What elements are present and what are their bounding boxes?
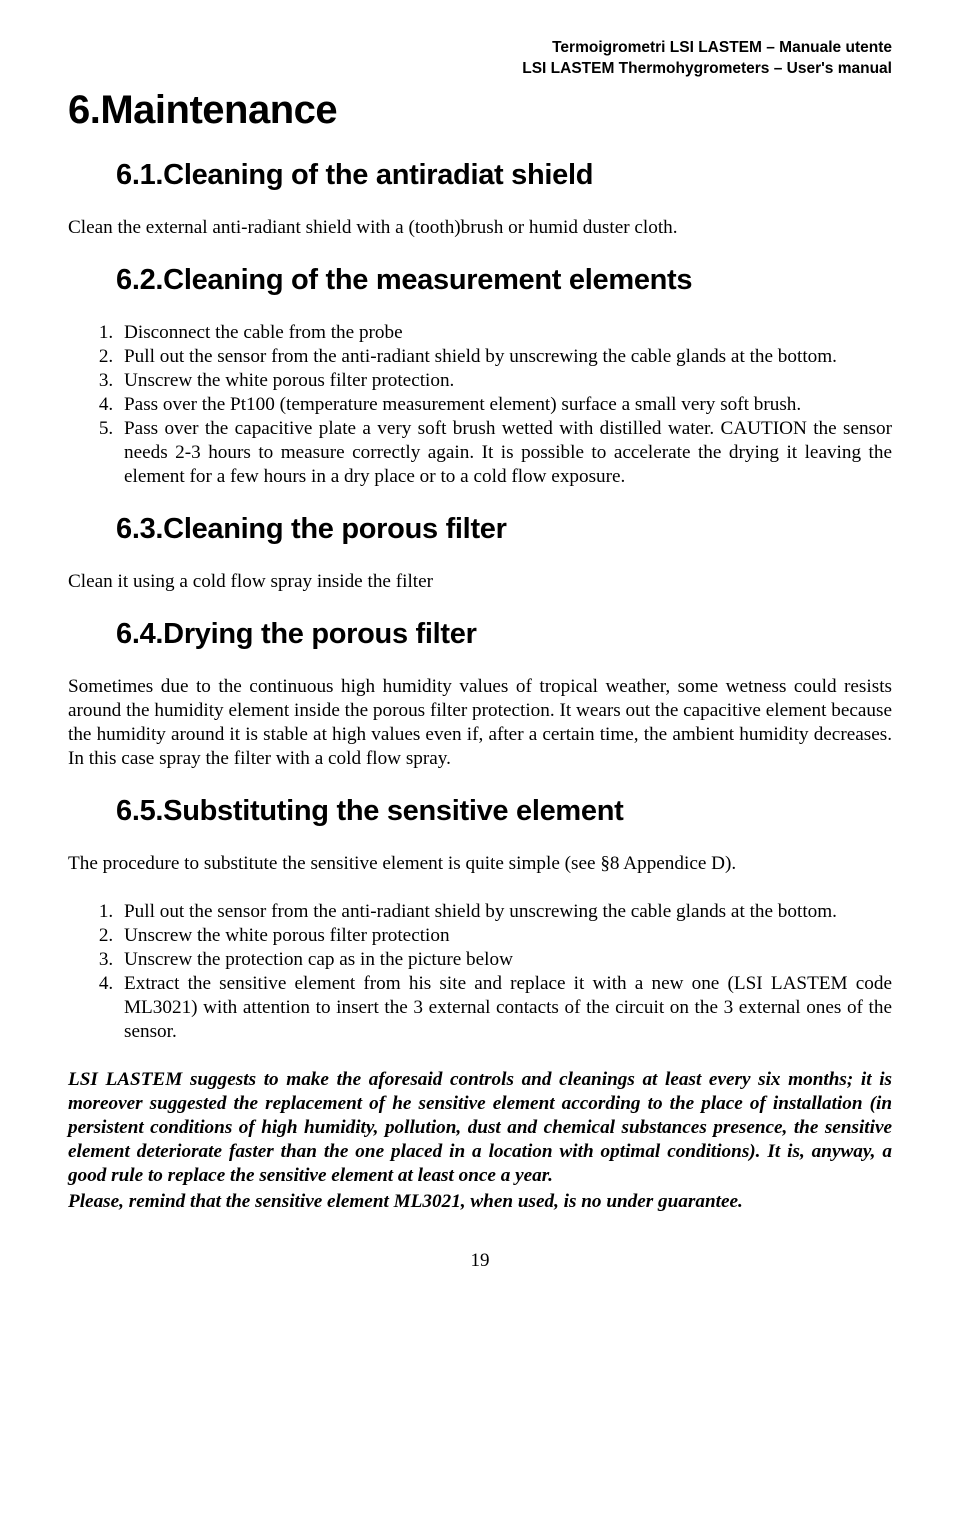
section-6-5-intro: The procedure to substitute the sensitiv… bbox=[68, 852, 892, 876]
closing-paragraph-2: Please, remind that the sensitive elemen… bbox=[68, 1190, 892, 1214]
section-6-3-heading: 6.3.Cleaning the porous filter bbox=[68, 513, 892, 546]
section-6-5-list: Pull out the sensor from the anti-radian… bbox=[68, 900, 892, 1044]
document-header: Termoigrometri LSI LASTEM – Manuale uten… bbox=[68, 38, 892, 80]
closing-paragraph-1: LSI LASTEM suggests to make the aforesai… bbox=[68, 1068, 892, 1188]
section-6-1-text: Clean the external anti-radiant shield w… bbox=[68, 216, 892, 240]
header-line-2: LSI LASTEM Thermohygrometers – User's ma… bbox=[68, 59, 892, 80]
section-6-3-text: Clean it using a cold flow spray inside … bbox=[68, 570, 892, 594]
section-6-title: 6.Maintenance bbox=[68, 88, 892, 133]
section-6-1-heading: 6.1.Cleaning of the antiradiat shield bbox=[68, 159, 892, 192]
section-6-5-heading: 6.5.Substituting the sensitive element bbox=[68, 795, 892, 828]
list-item: Extract the sensitive element from his s… bbox=[118, 972, 892, 1044]
list-item: Unscrew the white porous filter protecti… bbox=[118, 924, 892, 948]
section-6-2-heading: 6.2.Cleaning of the measurement elements bbox=[68, 264, 892, 297]
list-item: Pull out the sensor from the anti-radian… bbox=[118, 900, 892, 924]
section-6-2-list: Disconnect the cable from the probe Pull… bbox=[68, 321, 892, 489]
section-6-4-heading: 6.4.Drying the porous filter bbox=[68, 618, 892, 651]
list-item: Pull out the sensor from the anti-radian… bbox=[118, 345, 892, 369]
list-item: Unscrew the white porous filter protecti… bbox=[118, 369, 892, 393]
page-number: 19 bbox=[68, 1250, 892, 1272]
header-line-1: Termoigrometri LSI LASTEM – Manuale uten… bbox=[68, 38, 892, 59]
list-item: Pass over the capacitive plate a very so… bbox=[118, 417, 892, 489]
list-item: Pass over the Pt100 (temperature measure… bbox=[118, 393, 892, 417]
section-6-4-text: Sometimes due to the continuous high hum… bbox=[68, 675, 892, 771]
list-item: Disconnect the cable from the probe bbox=[118, 321, 892, 345]
list-item: Unscrew the protection cap as in the pic… bbox=[118, 948, 892, 972]
